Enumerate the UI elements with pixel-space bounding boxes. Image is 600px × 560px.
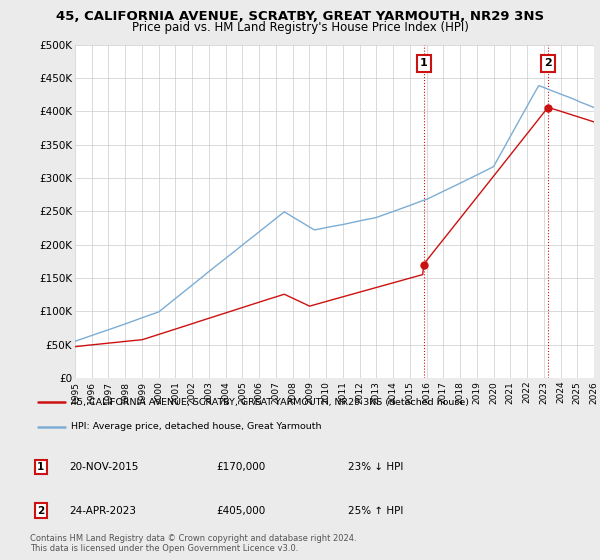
Text: 20-NOV-2015: 20-NOV-2015 [69, 462, 139, 472]
Text: 45, CALIFORNIA AVENUE, SCRATBY, GREAT YARMOUTH, NR29 3NS (detached house): 45, CALIFORNIA AVENUE, SCRATBY, GREAT YA… [71, 398, 469, 407]
Text: HPI: Average price, detached house, Great Yarmouth: HPI: Average price, detached house, Grea… [71, 422, 322, 431]
Text: 23% ↓ HPI: 23% ↓ HPI [348, 462, 403, 472]
Text: 1: 1 [420, 58, 428, 68]
Text: 1: 1 [37, 462, 44, 472]
Text: Price paid vs. HM Land Registry's House Price Index (HPI): Price paid vs. HM Land Registry's House … [131, 21, 469, 34]
Text: 45, CALIFORNIA AVENUE, SCRATBY, GREAT YARMOUTH, NR29 3NS: 45, CALIFORNIA AVENUE, SCRATBY, GREAT YA… [56, 10, 544, 22]
Text: 24-APR-2023: 24-APR-2023 [69, 506, 136, 516]
Text: £405,000: £405,000 [216, 506, 265, 516]
Text: Contains HM Land Registry data © Crown copyright and database right 2024.
This d: Contains HM Land Registry data © Crown c… [30, 534, 356, 553]
Text: 2: 2 [37, 506, 44, 516]
Text: 2: 2 [544, 58, 552, 68]
Text: £170,000: £170,000 [216, 462, 265, 472]
Text: 25% ↑ HPI: 25% ↑ HPI [348, 506, 403, 516]
